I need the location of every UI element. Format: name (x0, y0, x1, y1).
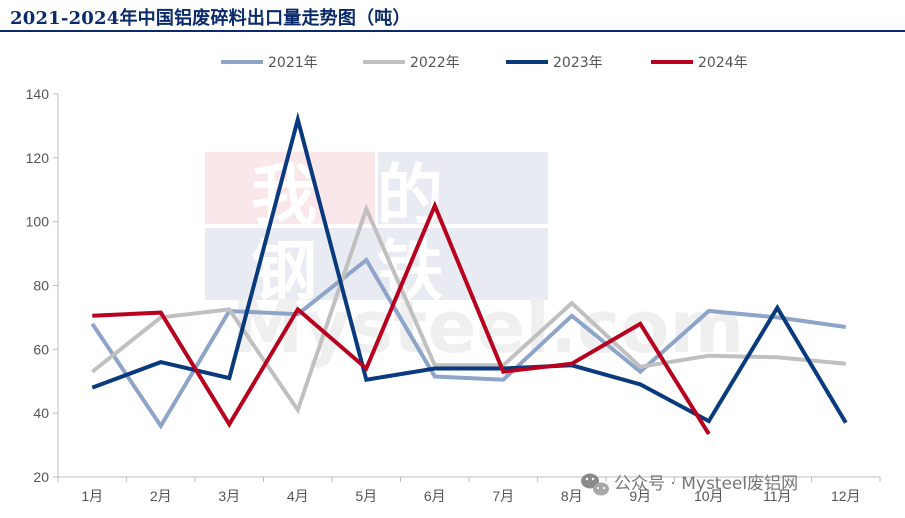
legend-label: 2021年 (268, 55, 318, 71)
wechat-icon (581, 473, 609, 496)
chart-title: 2021-2024年中国铝废碎料出口量走势图（吨） (10, 8, 411, 29)
x-tick-label: 4月 (287, 488, 309, 504)
y-tick-label: 100 (26, 214, 50, 230)
x-tick-label: 8月 (561, 488, 583, 504)
series-line-2024年 (92, 200, 711, 435)
x-tick-label: 10月 (694, 488, 724, 504)
y-tick-label: 140 (26, 86, 50, 102)
x-tick-label: 2月 (150, 488, 172, 504)
y-tick-label: 20 (33, 469, 49, 485)
x-axis-ticks: 1月 2月 3月 4月 5月 6月 7月 8月 9月 10月 11月 12月 (57, 477, 881, 504)
x-tick-label: 6月 (424, 488, 446, 504)
y-tick-label: 60 (33, 341, 49, 357)
x-tick-label: 9月 (629, 488, 651, 504)
series-line-2022年 (91, 203, 846, 415)
x-tick-label: 5月 (355, 488, 377, 504)
series-line-2023年 (91, 111, 848, 424)
y-tick-label: 40 (33, 405, 49, 421)
series-line-2021年 (90, 257, 847, 430)
series-lines (90, 111, 848, 435)
y-axis-ticks: 20 40 60 80 100 120 140 (26, 86, 58, 485)
x-tick-label: 3月 (218, 488, 240, 504)
title-underline (0, 30, 905, 32)
watermark-cn-line1: 我的 (251, 157, 503, 234)
legend-label: 2022年 (410, 55, 460, 71)
x-tick-label: 7月 (492, 488, 514, 504)
legend-label: 2024年 (698, 55, 748, 71)
legend: 2021年 2022年 2023年 2024年 (221, 55, 748, 71)
source-label: 公众号 · Mysteel废铝网 (614, 474, 798, 494)
watermark-en: Mysteel.com (232, 285, 745, 369)
source-badge: 公众号 · Mysteel废铝网 (581, 473, 798, 496)
x-tick-label: 12月 (831, 488, 861, 504)
x-tick-label: 1月 (81, 488, 103, 504)
x-tick-label: 11月 (763, 488, 792, 504)
y-tick-label: 80 (33, 278, 49, 294)
mysteel-watermark: 我的 钢铁 Mysteel.com (205, 152, 744, 369)
legend-label: 2023年 (553, 55, 603, 71)
y-tick-label: 120 (26, 150, 50, 166)
